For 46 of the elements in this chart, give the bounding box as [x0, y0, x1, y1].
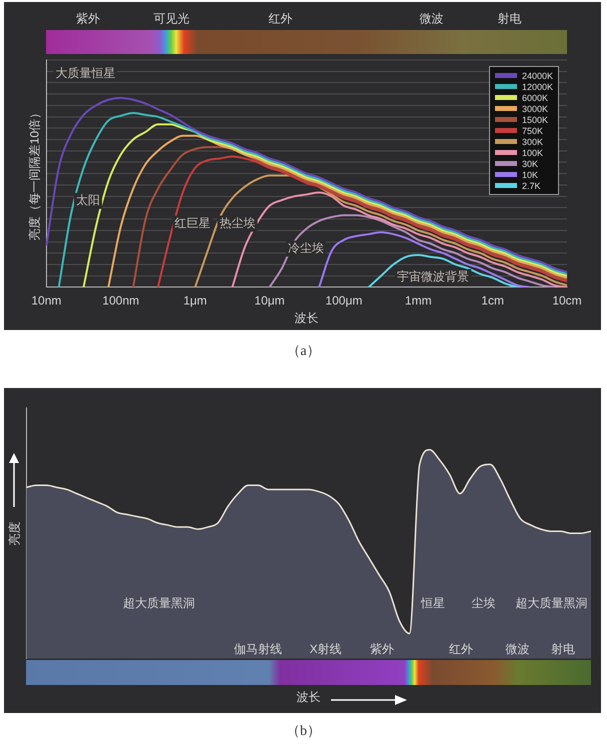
y-axis-title: 亮度（每一间隔差10倍）: [28, 106, 42, 240]
annotation: 冷尘埃: [288, 240, 324, 255]
text: （a）: [285, 343, 322, 360]
x-axis-title: 波长: [296, 690, 321, 704]
x-tick-label: 1cm: [481, 294, 504, 308]
annotation: 宇宙微波背景: [397, 269, 470, 284]
text: 微波: [420, 11, 444, 26]
annotation: 紫外: [370, 642, 394, 656]
legend-label: 12000K: [522, 82, 554, 92]
y-axis-title: 亮度: [8, 521, 22, 546]
legend-label: 100K: [522, 148, 544, 158]
x-tick-label: 1μm: [183, 294, 207, 308]
x-tick-label: 1mm: [404, 294, 432, 308]
annotation: 伽马射线: [234, 642, 282, 656]
text: 射电: [498, 11, 522, 26]
annotation: 超大质量黑洞: [515, 596, 588, 610]
x-tick-label: 100nm: [102, 294, 140, 308]
annotation: 红外: [449, 642, 474, 656]
text: （b）: [285, 723, 322, 740]
annotation: 太阳: [76, 193, 100, 208]
legend-label: 10K: [522, 170, 538, 180]
annotation: X射线: [310, 642, 342, 656]
annotation: 射电: [550, 642, 575, 656]
legend-label: 2.7K: [522, 180, 541, 190]
x-tick-label: 100μm: [325, 294, 362, 308]
annotation: 尘埃: [472, 596, 496, 610]
legend-label: 3000K: [522, 104, 548, 114]
x-tick-label: 10nm: [31, 294, 62, 308]
annotation: 超大质量黑洞: [123, 596, 196, 610]
legend-label: 300K: [522, 136, 544, 146]
annotation: 恒星: [420, 596, 445, 610]
x-axis-title: 波长: [294, 311, 319, 326]
legend-label: 24000K: [522, 70, 554, 80]
text: 大质量恒星: [55, 66, 116, 80]
annotation: 微波: [506, 642, 530, 656]
annotation: 热尘埃: [219, 216, 256, 230]
legend-label: 30K: [522, 158, 538, 168]
x-tick-label: 10cm: [552, 294, 582, 308]
text: 红外: [268, 11, 293, 26]
text: 紫外: [76, 11, 100, 26]
text: 可见光: [153, 11, 190, 26]
legend-label: 6000K: [522, 92, 548, 102]
legend-label: 1500K: [522, 114, 548, 124]
annotation: 红巨星: [174, 216, 211, 230]
legend-label: 750K: [522, 126, 544, 136]
x-tick-label: 10μm: [254, 294, 285, 308]
